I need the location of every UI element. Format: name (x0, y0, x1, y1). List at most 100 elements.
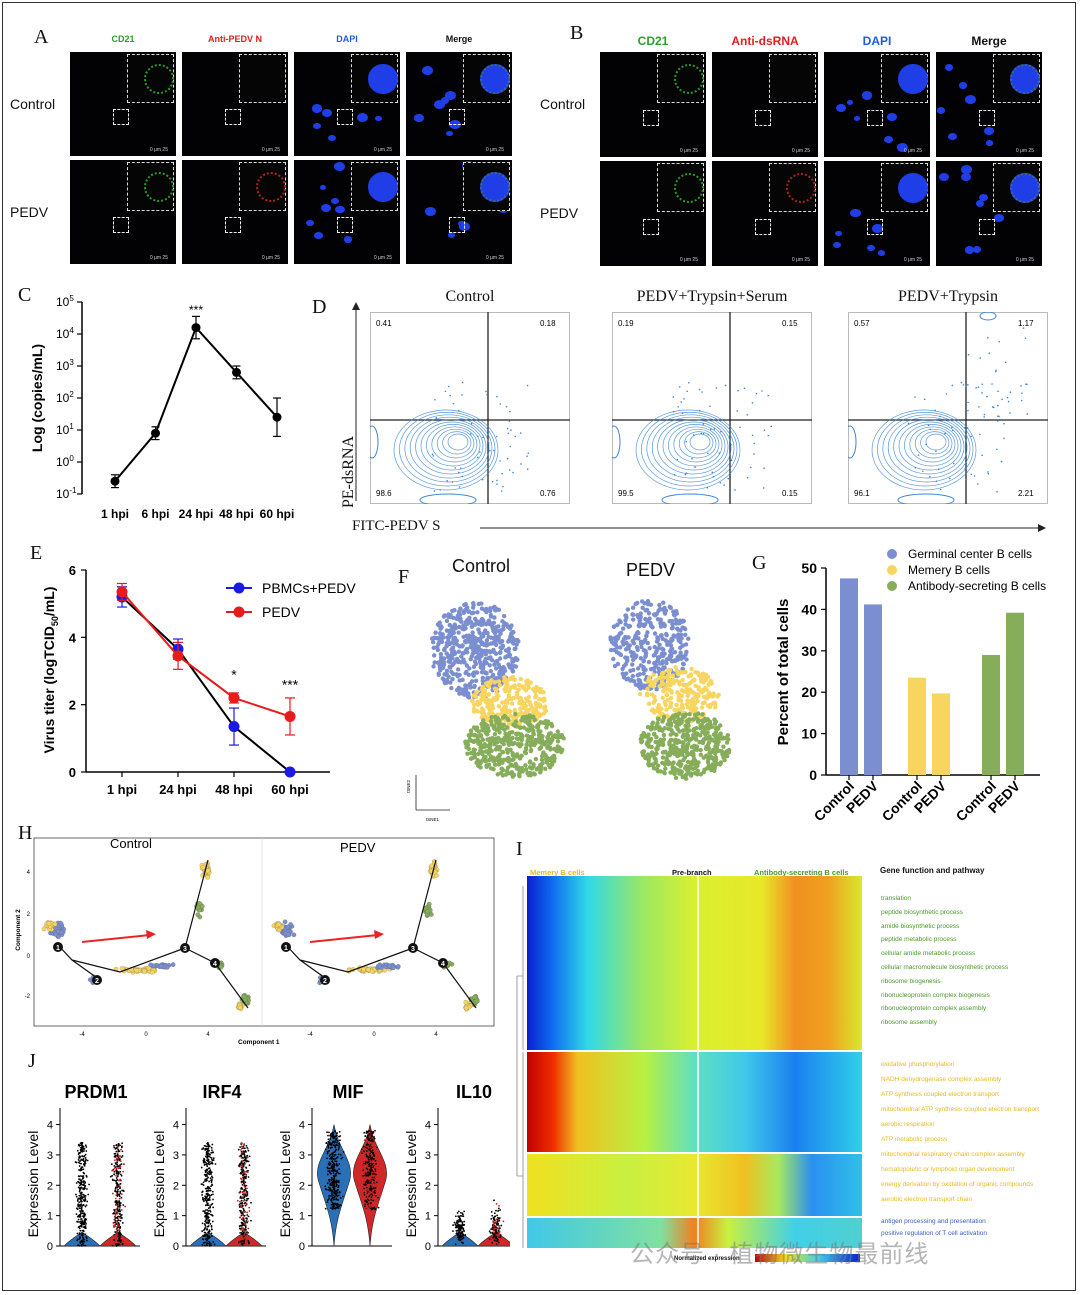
cell-dot (476, 729, 482, 734)
nucleus (887, 113, 897, 122)
expression-dot (243, 1209, 245, 1212)
cell-dot (667, 760, 672, 766)
cell-dot (241, 994, 247, 999)
expression-dot (205, 1222, 208, 1224)
data-point (191, 323, 201, 333)
expression-dot (116, 1175, 119, 1178)
expression-dot (207, 1222, 210, 1225)
cell-dot (678, 653, 684, 658)
x-tick-label: 6 hpi (141, 507, 169, 521)
expression-dot (118, 1212, 121, 1215)
expression-dot (209, 1189, 212, 1192)
event-dot (977, 386, 980, 388)
expression-dot (76, 1200, 79, 1202)
event-dot (970, 473, 973, 476)
scale-bar-label: 0 μm 25 (1015, 257, 1034, 263)
legend-label: PBMCs+PEDV (262, 580, 356, 596)
expression-dot (339, 1172, 341, 1175)
expression-dot (201, 1190, 204, 1193)
expression-dot (119, 1165, 122, 1168)
cell-dot (515, 695, 521, 700)
cell-dot (701, 755, 707, 760)
legend-label: PEDV (262, 604, 301, 620)
cell-dot (519, 718, 524, 723)
cell-dot (496, 722, 502, 727)
cell-dot (483, 650, 488, 656)
expression-dot (206, 1173, 208, 1176)
event-dot (981, 454, 983, 457)
expression-dot (84, 1198, 87, 1201)
expression-dot (331, 1164, 334, 1167)
expression-dot (334, 1145, 337, 1148)
expression-dot (80, 1179, 83, 1182)
nucleus (972, 246, 982, 254)
micrograph-tile: 0 μm 25 (824, 161, 930, 266)
event-dot (986, 336, 989, 339)
expression-dot (210, 1179, 213, 1182)
cell-dot (442, 646, 447, 652)
event-dot (962, 384, 965, 386)
expression-dot (331, 1167, 334, 1169)
expression-dot (241, 1242, 244, 1245)
expression-dot (78, 1165, 81, 1167)
expression-dot (114, 1186, 117, 1189)
cell-dot (641, 683, 646, 688)
cell-dot (524, 742, 529, 747)
expression-dot (211, 1220, 214, 1223)
expression-dot (241, 1233, 244, 1236)
pathway-term: cellular amide metabolic process (881, 950, 976, 958)
cell-dot (539, 753, 545, 759)
density-contour (678, 428, 717, 459)
cell-dot (450, 676, 455, 682)
event-dot (496, 483, 498, 485)
expression-dot (80, 1167, 82, 1170)
cell-dot (500, 749, 506, 755)
expression-dot (77, 1244, 80, 1247)
nucleus (311, 104, 323, 113)
cell-dot (485, 704, 490, 709)
expression-dot (121, 1189, 123, 1192)
cell-dot (683, 776, 689, 781)
expression-dot (205, 1209, 207, 1211)
cell-dot (655, 769, 661, 774)
expression-dot (342, 1151, 345, 1153)
expression-dot (114, 1190, 117, 1192)
expression-dot (119, 1233, 121, 1236)
cell-dot (467, 666, 472, 671)
quadrant-percent: 1.17 (1018, 319, 1034, 328)
event-dot (702, 433, 705, 435)
cell-dot (455, 667, 461, 672)
cell-dot (720, 752, 725, 757)
expression-dot (244, 1222, 247, 1224)
event-dot (510, 429, 512, 431)
cell-dot (556, 733, 561, 738)
cell-dot (659, 646, 665, 651)
cell-dot (484, 743, 489, 749)
cell-dot (479, 749, 485, 754)
expression-dot (120, 1156, 123, 1159)
nucleus (938, 172, 950, 182)
event-dot (520, 463, 522, 465)
expression-dot (328, 1155, 331, 1157)
cell-dot (655, 638, 660, 643)
event-dot (481, 478, 484, 481)
event-dot (434, 398, 436, 401)
cell-dot (521, 700, 527, 706)
cell-dot (518, 706, 523, 712)
cell-dot (494, 727, 499, 732)
expression-dot (84, 1157, 87, 1159)
expression-dot (207, 1219, 210, 1222)
event-dot (965, 478, 968, 481)
cell-dot (195, 912, 201, 918)
y-tick-label: 50 (801, 560, 817, 576)
selection-box (113, 217, 129, 234)
cell-dot (470, 698, 475, 704)
cell-dot (669, 618, 675, 624)
panel-c-letter: C (18, 284, 32, 306)
expression-dot (246, 1147, 249, 1150)
event-dot (496, 395, 498, 398)
cell-dot (635, 630, 641, 635)
expression-dot (81, 1183, 84, 1186)
cell-dot (58, 920, 64, 926)
density-contour (893, 419, 965, 475)
